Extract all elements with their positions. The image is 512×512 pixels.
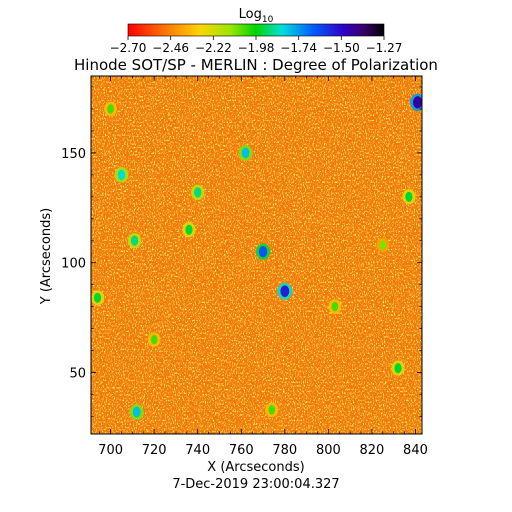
- feature-core: [280, 285, 290, 298]
- feature-core: [241, 147, 250, 159]
- feature-core: [258, 246, 268, 258]
- heatmap-area: [91, 76, 422, 434]
- colorbar-ticks: −2.70 −2.46 −2.22 −1.98 −1.74 −1.50 −1.27: [110, 36, 403, 55]
- colorbar-tick-label: −1.98: [238, 41, 275, 55]
- x-tick-label: 820: [360, 443, 385, 458]
- chart-title: Hinode SOT/SP - MERLIN : Degree of Polar…: [74, 56, 438, 74]
- feature-core: [117, 169, 126, 181]
- x-tick-label: 780: [272, 443, 297, 458]
- y-axis-label: Y (Arcseconds): [39, 208, 54, 305]
- timestamp: 7-Dec-2019 23:00:04.327: [172, 477, 339, 492]
- colorbar: [127, 23, 385, 37]
- y-tick-label: 150: [61, 147, 86, 162]
- x-tick-label: 800: [316, 443, 341, 458]
- feature-core: [413, 96, 422, 109]
- feature-core: [194, 187, 202, 198]
- x-axis: 700 720 740 760 780 800 820 840: [98, 76, 428, 458]
- x-tick-label: 840: [403, 443, 428, 458]
- heatmap-features: [91, 93, 422, 420]
- colorbar-tick-label: −2.70: [110, 41, 147, 55]
- x-axis-label: X (Arcseconds): [207, 460, 304, 475]
- feature-core: [405, 191, 413, 202]
- feature-core: [93, 292, 102, 303]
- feature-core: [331, 301, 339, 312]
- feature-core: [394, 363, 402, 374]
- feature-core: [130, 235, 139, 246]
- feature-core: [107, 104, 114, 114]
- colorbar-tick-label: −2.22: [195, 41, 232, 55]
- colorbar-label-sub: 10: [262, 15, 274, 25]
- colorbar-label-main: Log: [239, 7, 262, 22]
- feature-core: [268, 404, 276, 415]
- y-tick-label: 50: [69, 367, 86, 382]
- feature-core: [132, 406, 141, 418]
- feature-core: [185, 224, 193, 235]
- x-tick-label: 740: [185, 443, 210, 458]
- feature-core: [150, 334, 158, 345]
- x-tick-label: 720: [142, 443, 167, 458]
- colorbar-tick-label: −2.46: [152, 41, 189, 55]
- colorbar-tick-label: −1.74: [280, 41, 317, 55]
- feature-core: [379, 240, 387, 250]
- colorbar-tick-label: −1.27: [366, 41, 403, 55]
- x-tick-label: 760: [229, 443, 254, 458]
- colorbar-tick-label: −1.50: [323, 41, 360, 55]
- y-tick-label: 100: [61, 257, 86, 272]
- y-axis: 50 100 150: [61, 86, 422, 417]
- plot-frame: [90, 75, 423, 435]
- x-tick-label: 700: [98, 443, 123, 458]
- colorbar-label: Log10: [239, 7, 274, 25]
